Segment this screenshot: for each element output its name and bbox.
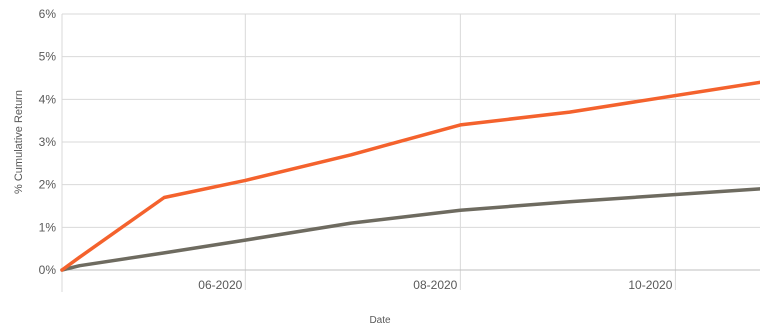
y-tick-label: 2% [39,178,57,192]
series-line-2 [60,187,760,272]
series-line-1 [60,80,760,272]
x-tick-label: 06-2020 [198,278,242,292]
y-tick-label: 3% [39,135,57,149]
x-tick-label: 10-2020 [628,278,672,292]
x-axis-title: Date [369,315,391,326]
y-tick-label: 5% [39,50,57,64]
axes [61,14,760,292]
y-axis-title: % Cumulative Return [13,90,25,194]
y-tick-label: 4% [39,92,57,106]
y-tick-label: 0% [39,263,57,277]
tick-labels: 0% 1% 2% 3% 4% 5% 6% 06-2020 08-2020 10-2020 [39,7,673,292]
series-lines [60,80,760,272]
grid-lines [62,13,760,270]
y-tick-label: 6% [39,7,57,21]
x-tick-label: 08-2020 [413,278,457,292]
y-tick-label: 1% [39,220,57,234]
